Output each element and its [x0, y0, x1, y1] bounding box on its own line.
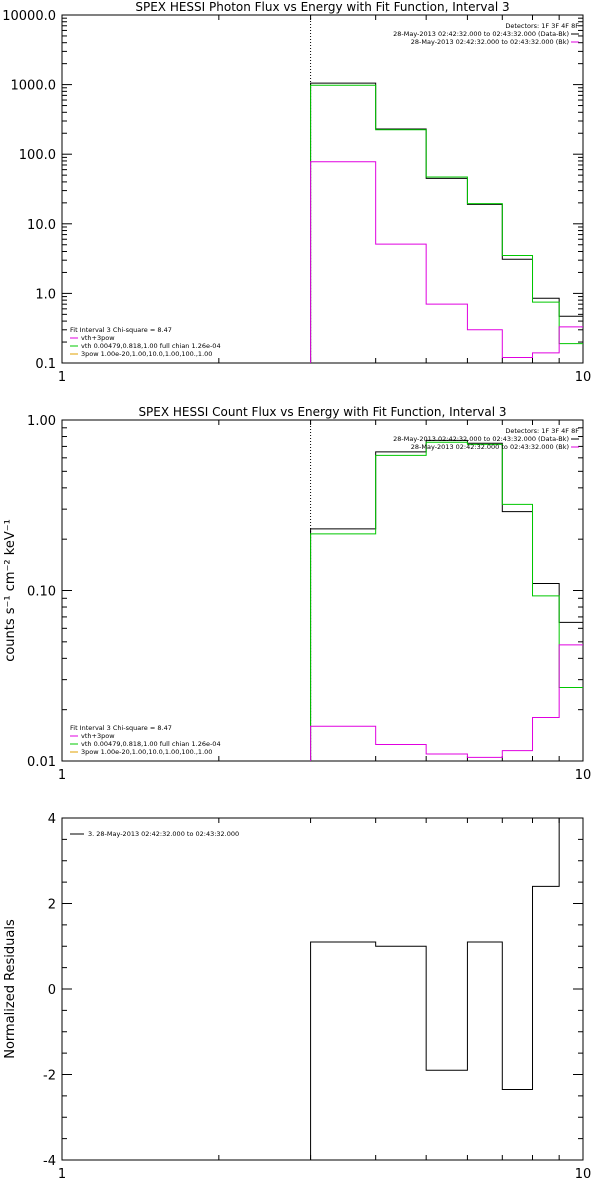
x-tick-label: 1 [58, 370, 66, 385]
x-tick-label: 10 [575, 370, 592, 385]
y-axis-label: counts s⁻¹ cm⁻² keV⁻¹ [3, 519, 18, 662]
x-tick-label: 10 [575, 1167, 592, 1182]
y-tick-label: 2 [48, 898, 56, 913]
y-tick-label: 0.1 [35, 357, 56, 372]
legend-topright-item: 28-May-2013 02:42:32.000 to 02:43:32.000… [393, 30, 569, 38]
legend-bottomleft-item: vth 0.00479,0.818,1.00 full chian 1.26e-… [81, 342, 221, 350]
y-tick-label: 4 [48, 812, 56, 827]
series-line-0 [310, 82, 583, 363]
chart-title: SPEX HESSI Count Flux vs Energy with Fit… [138, 405, 506, 419]
legend-bottomleft-item: 3pow 1.00e-20,1.00,10.0,1.00,100.,1.00 [81, 748, 212, 756]
legend-bottomleft-item: 3pow 1.00e-20,1.00,10.0,1.00,100.,1.00 [81, 350, 212, 358]
legend-topright-item: 28-May-2013 02:42:32.000 to 02:43:32.000… [411, 38, 569, 46]
y-tick-label: 0.01 [27, 755, 56, 770]
y-axis-label: Normalized Residuals [3, 919, 18, 1059]
y-tick-label: -4 [43, 1154, 56, 1169]
legend-topright-item: 28-May-2013 02:42:32.000 to 02:43:32.000… [411, 443, 569, 451]
legend-bottomleft-item: vth+3pow [81, 732, 115, 740]
y-tick-label: 1.00 [27, 414, 56, 429]
series-line-0 [310, 439, 583, 761]
y-tick-label: 0 [48, 983, 56, 998]
x-tick-label: 1 [58, 768, 66, 783]
legend-bottomleft-item: vth+3pow [81, 334, 115, 342]
y-tick-label: 10000.0 [2, 9, 56, 24]
legend-bottomleft-item: Fit Interval 3 Chi-square = 8.47 [70, 724, 172, 732]
series-line-1 [310, 441, 583, 761]
y-tick-label: -2 [43, 1069, 56, 1084]
y-tick-label: 100.0 [19, 148, 56, 163]
legend-topright-item: 28-May-2013 02:42:32.000 to 02:43:32.000… [393, 435, 569, 443]
chart-title: SPEX HESSI Photon Flux vs Energy with Fi… [135, 0, 509, 14]
x-tick-label: 1 [58, 1167, 66, 1182]
y-tick-label: 0.10 [27, 585, 56, 600]
legend-bottomleft-item: Fit Interval 3 Chi-square = 8.47 [70, 326, 172, 334]
series-line-0 [310, 817, 583, 1160]
series-line-1 [310, 84, 583, 363]
series-line-2 [310, 644, 583, 761]
plot-frame-1 [61, 419, 584, 762]
plot-frame-2 [61, 817, 584, 1161]
plot-frame-0 [61, 14, 584, 364]
x-tick-label: 10 [575, 768, 592, 783]
y-tick-label: 1.0 [35, 287, 56, 302]
legend-topleft-item: 3. 28-May-2013 02:42:32.000 to 02:43:32.… [88, 830, 239, 838]
y-tick-label: 1000.0 [11, 79, 57, 94]
y-tick-label: 10.0 [27, 218, 56, 233]
legend-topright-item: Detectors: 1F 3F 4F 8F [505, 427, 579, 435]
legend-bottomleft-item: vth 0.00479,0.818,1.00 full chian 1.26e-… [81, 740, 221, 748]
legend-topright-item: Detectors: 1F 3F 4F 8F [505, 22, 579, 30]
series-line-2 [310, 161, 583, 363]
